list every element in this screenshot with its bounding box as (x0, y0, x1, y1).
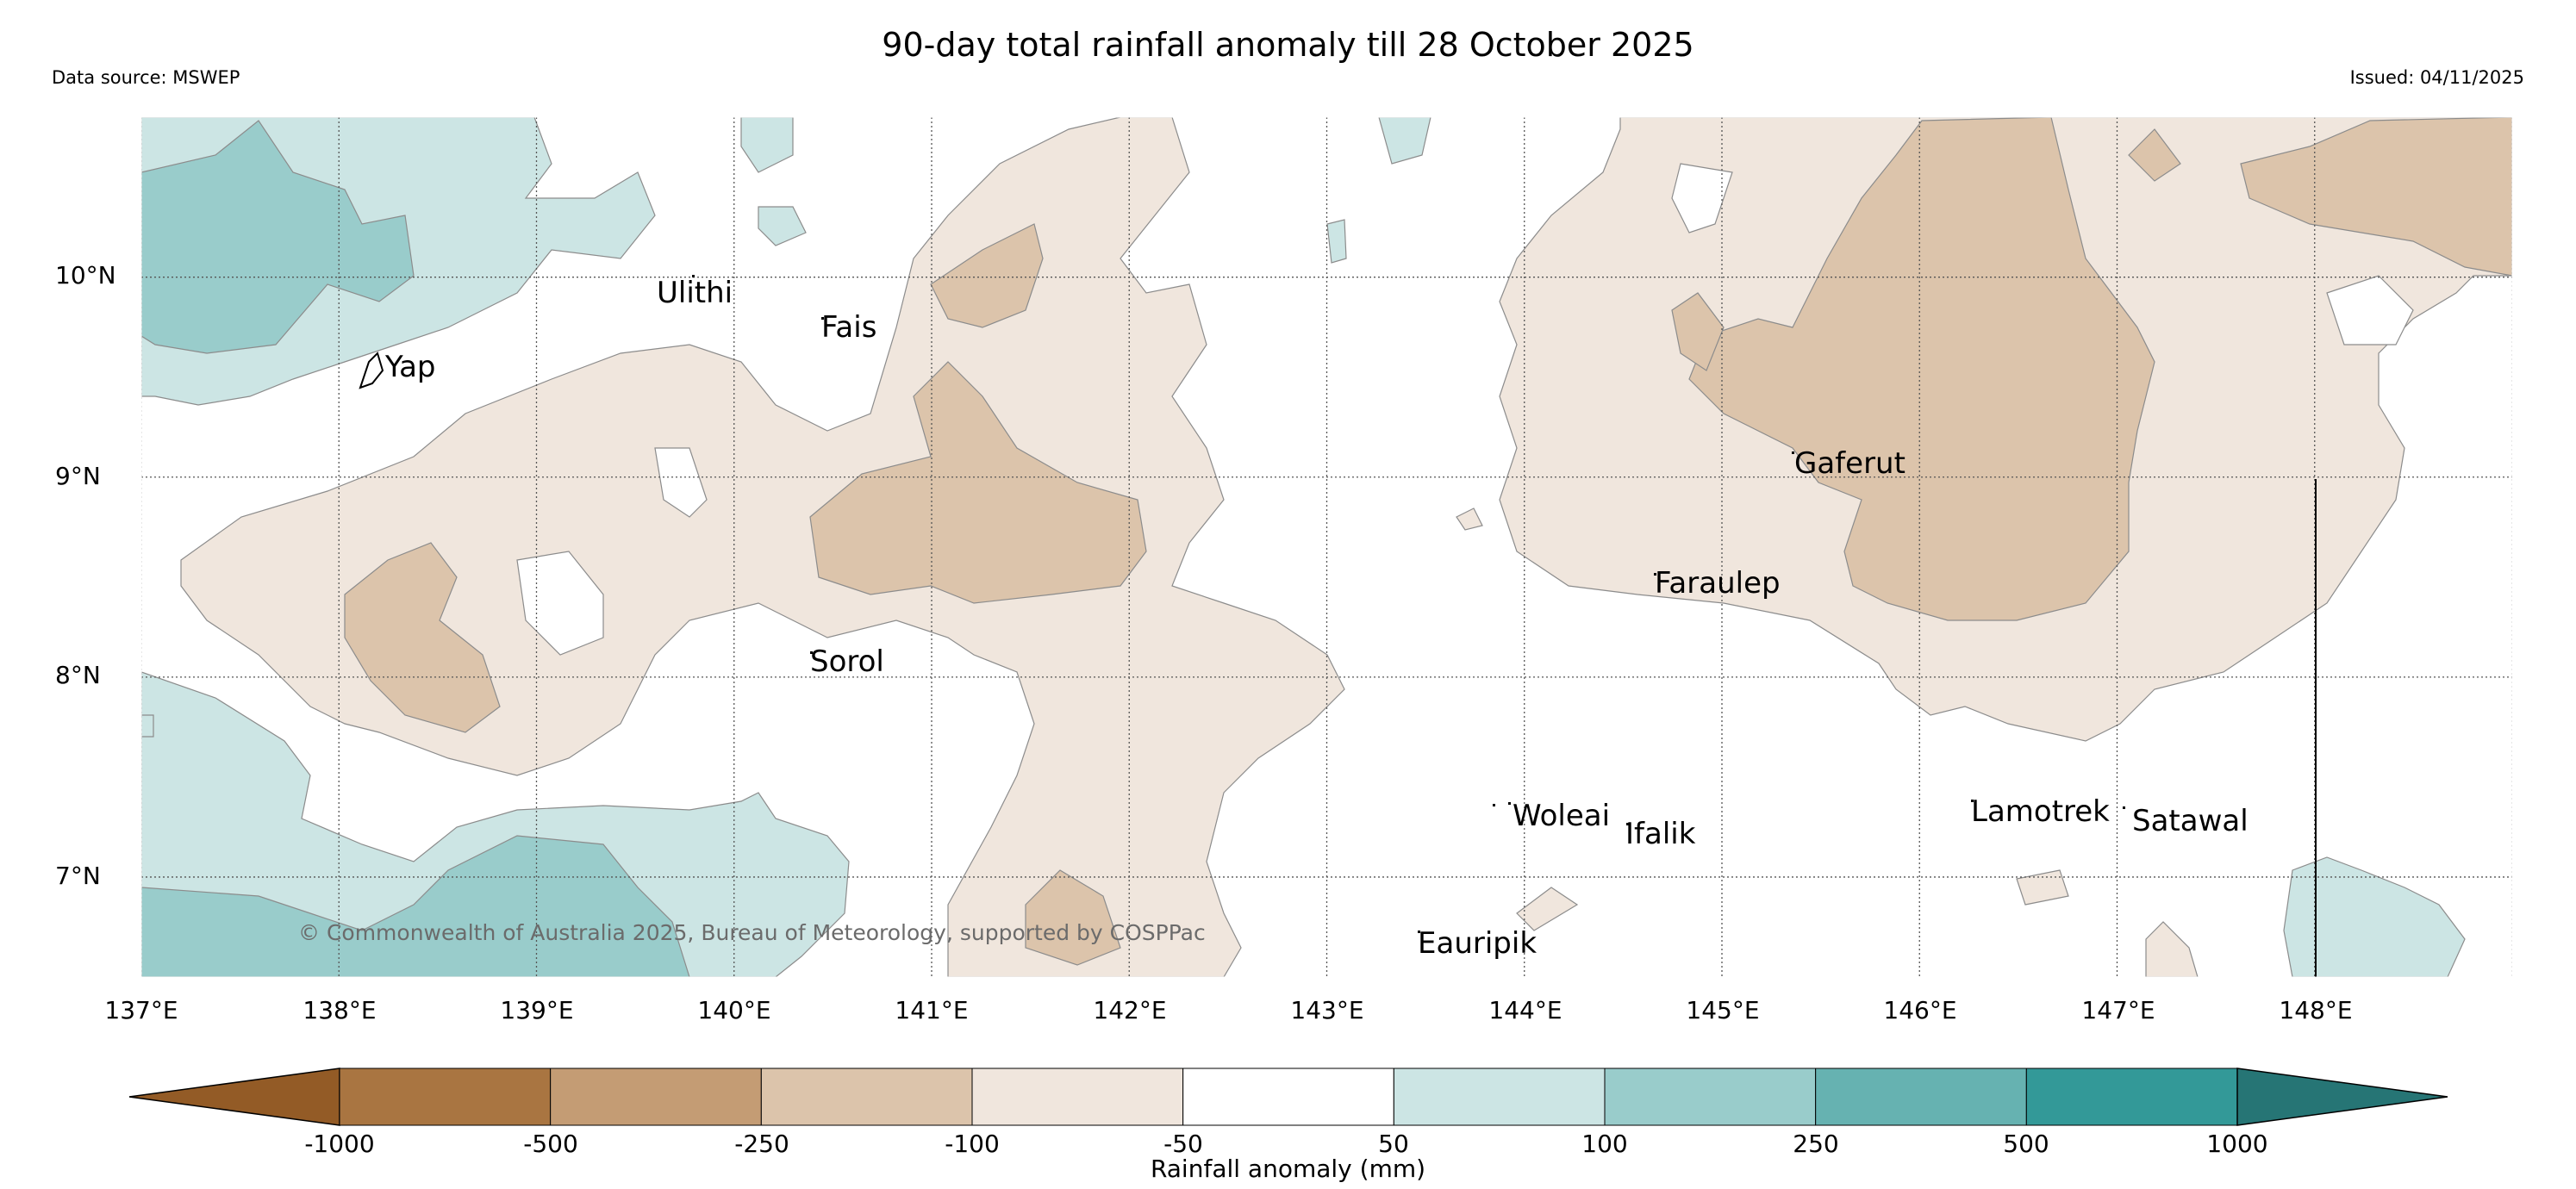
anomaly-contours (141, 117, 2512, 977)
island-label-lamotrek: Lamotrek (1971, 794, 2110, 829)
anomaly-area-dry-9 (1671, 292, 1725, 371)
anomaly-hole-2 (654, 447, 708, 518)
colorbar-label: -500 (523, 1130, 578, 1158)
anomaly-area-dry-3 (1688, 117, 2155, 621)
map-frame (140, 116, 2513, 978)
colorbar-extend-high (2236, 1068, 2448, 1126)
island-label-faraulep: Faraulep (1655, 566, 1781, 601)
lat-label-7n: 7°N (55, 862, 101, 890)
island-markers (359, 275, 2125, 933)
colorbar-segment (760, 1068, 973, 1126)
data-source-label: Data source: MSWEP (52, 67, 240, 88)
anomaly-area-dry-11 (1516, 887, 1579, 931)
anomaly-hole-1 (516, 551, 604, 656)
island-label-sorol: Sorol (810, 644, 884, 679)
island-dot (1654, 573, 1656, 576)
colorbar-label: -50 (1163, 1130, 1203, 1158)
lat-label-10n: 10°N (55, 261, 116, 289)
island-dot (1792, 451, 1794, 454)
colorbar-label: 100 (1581, 1130, 1628, 1158)
copyright-notice: © Commonwealth of Australia 2025, Bureau… (298, 920, 1206, 945)
lon-label-137e: 137°E (104, 996, 178, 1024)
anomaly-area-dry-14 (1456, 507, 1483, 531)
anomaly-area-wet-3 (758, 206, 807, 246)
lon-label-139e: 139°E (500, 996, 574, 1024)
anomaly-area-dry-4 (2240, 117, 2512, 277)
anomaly-area-dry-5 (809, 361, 1147, 604)
anomaly-area-wet-6 (141, 120, 415, 354)
yap-island-outline (359, 352, 384, 389)
lon-label-148e: 148°E (2279, 996, 2353, 1024)
island-dot (810, 651, 813, 654)
lon-label-143e: 143°E (1290, 996, 1364, 1024)
island-dot (821, 317, 824, 320)
island-label-woleai: Woleai (1513, 799, 1611, 833)
map-title: 90-day total rainfall anomaly till 28 Oc… (882, 26, 1694, 64)
lon-label-140e: 140°E (697, 996, 771, 1024)
island-label-ifalik: Ifalik (1625, 817, 1696, 851)
lon-label-138e: 138°E (303, 996, 377, 1024)
lat-label-8n: 8°N (55, 661, 101, 689)
anomaly-area-dry-7 (344, 542, 501, 733)
colorbar-segment (1393, 1068, 1606, 1126)
lon-label-145e: 145°E (1686, 996, 1760, 1024)
colorbar-label: -1000 (304, 1130, 375, 1158)
colorbar-label: -100 (945, 1130, 1000, 1158)
anomaly-area-dry-8 (2128, 128, 2181, 182)
colorbar-segment (1815, 1068, 2027, 1126)
anomaly-area-dry-1 (180, 117, 1345, 977)
anomaly-hole-4 (1671, 163, 1733, 233)
anomaly-area-dry-12 (2016, 869, 2069, 906)
anomaly-area-wet-10 (141, 714, 154, 738)
lon-label-144e: 144°E (1488, 996, 1562, 1024)
colorbar (128, 1068, 2448, 1126)
island-label-yap: Yap (385, 350, 436, 384)
anomaly-area-wet-4 (1378, 117, 1431, 165)
island-dot (1418, 931, 1420, 933)
island-label-ulithi: Ulithi (657, 276, 733, 310)
lon-label-147e: 147°E (2081, 996, 2155, 1024)
colorbar-extend-low (128, 1068, 340, 1126)
lon-label-141e: 141°E (895, 996, 969, 1024)
island-dot (1971, 800, 1974, 802)
colorbar-label: 1000 (2206, 1130, 2268, 1158)
lon-label-142e: 142°E (1093, 996, 1167, 1024)
colorbar-segment (1604, 1068, 1817, 1126)
colorbar-segment (1182, 1068, 1394, 1126)
lat-label-9n: 9°N (55, 462, 101, 490)
colorbar-segment (2025, 1068, 2238, 1126)
island-label-eauripik: Eauripik (1418, 926, 1537, 961)
colorbar-label: -250 (734, 1130, 789, 1158)
colorbar-label: 250 (1793, 1130, 1839, 1158)
island-dot (1508, 802, 1511, 805)
colorbar-title: Rainfall anomaly (mm) (1150, 1155, 1426, 1183)
anomaly-area-wet-8 (141, 835, 690, 977)
issued-date-label: Issued: 04/11/2025 (2349, 67, 2524, 88)
island-dot (692, 275, 695, 277)
anomaly-area-wet-5 (1326, 219, 1347, 264)
anomaly-area-dry-13 (2145, 921, 2199, 977)
island-dot (1626, 823, 1629, 825)
colorbar-segment (971, 1068, 1184, 1126)
anomaly-area-wet-2 (740, 117, 794, 173)
anomaly-hole-3 (2326, 275, 2414, 345)
graticule (141, 117, 2512, 977)
anomaly-area-wet-9 (2283, 856, 2466, 977)
colorbar-segment (550, 1068, 762, 1126)
island-label-gaferut: Gaferut (1794, 446, 1905, 481)
colorbar-segment (339, 1068, 552, 1126)
anomaly-area-wet-7 (141, 671, 850, 977)
colorbar-label: 50 (1378, 1130, 1409, 1158)
island-label-fais: Fais (821, 310, 877, 345)
lon-label-146e: 146°E (1883, 996, 1957, 1024)
island-dot (2123, 806, 2125, 809)
island-label-satawal: Satawal (2132, 804, 2249, 838)
colorbar-label: 500 (2003, 1130, 2049, 1158)
island-dot (1493, 804, 1495, 806)
anomaly-area-dry-10 (1025, 869, 1121, 966)
anomaly-area-dry-6 (930, 223, 1044, 328)
